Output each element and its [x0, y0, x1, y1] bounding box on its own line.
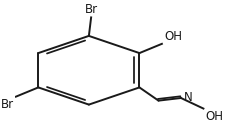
Text: OH: OH	[164, 29, 182, 42]
Text: Br: Br	[0, 98, 14, 111]
Text: OH: OH	[206, 110, 224, 123]
Text: Br: Br	[84, 3, 98, 16]
Text: N: N	[184, 91, 192, 104]
